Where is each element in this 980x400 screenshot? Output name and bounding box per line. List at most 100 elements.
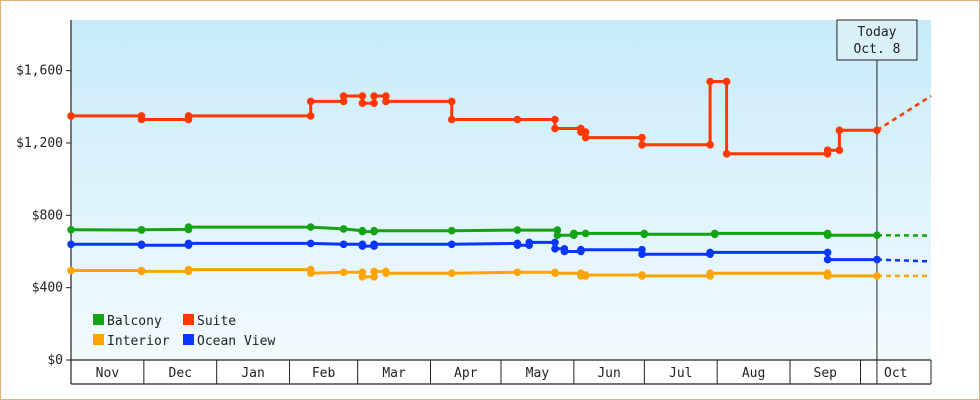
series-suite [67,77,932,158]
data-point-suite [551,124,559,133]
today-box [836,19,918,61]
data-point-balcony [513,226,522,234]
data-point-interior [873,272,881,280]
data-point-balcony [306,223,315,231]
x-tick-label-jul: Jul [669,366,692,381]
data-point-balcony [358,227,367,236]
x-tick-label-nov: Nov [96,366,120,381]
data-point-suite [370,99,378,107]
x-tick-label-oct: Oct [884,366,907,381]
series-interior [67,265,931,281]
data-point-ocean-view [513,241,522,249]
data-point-suite [447,97,456,106]
data-point-balcony [823,231,832,239]
data-point-interior [184,265,193,274]
data-point-suite [358,92,367,100]
data-point-suite [306,112,315,120]
data-point-ocean-view [358,242,367,250]
data-point-balcony [873,231,881,239]
data-point-interior [706,269,714,278]
series-balcony [67,223,932,239]
data-point-suite [382,92,390,100]
y-tick-label: $1,200 [16,136,63,151]
data-point-balcony [339,225,348,233]
data-point-suite [370,92,378,100]
data-point-ocean-view [638,250,646,258]
data-point-suite [67,112,75,120]
data-point-balcony [570,229,578,238]
data-point-balcony [184,223,193,231]
legend-label-interior: Interior [107,334,170,349]
data-point-interior [67,266,75,275]
y-tick-label: $0 [47,353,63,368]
legend-swatch-suite [183,314,194,325]
series-ocean-view [67,238,932,264]
series-projection-suite [876,94,932,132]
data-point-suite [873,126,881,135]
data-point-suite [339,92,348,100]
today-marker: Today Oct. 8 [836,19,918,384]
data-point-suite [581,128,590,136]
data-point-balcony [67,226,75,234]
y-tick-label: $800 [32,208,63,223]
data-point-balcony [581,229,590,238]
y-axis: $0 $400 $800 $1,200 $1,600 [16,20,72,384]
data-point-interior [370,267,378,276]
data-point-suite [447,115,456,124]
data-point-suite [184,112,193,120]
data-point-suite [638,133,646,142]
data-point-interior [823,272,832,280]
today-date: Oct. 8 [853,42,900,57]
data-point-ocean-view [551,245,559,253]
data-point-interior [382,269,390,278]
data-point-ocean-view [370,240,378,249]
data-point-balcony [553,231,562,239]
data-point-suite [706,141,714,149]
x-tick-label-feb: Feb [312,366,336,381]
data-point-suite [339,97,348,106]
data-point-ocean-view [823,255,832,264]
x-tick-label-jan: Jan [241,366,264,381]
data-point-ocean-view [706,248,714,257]
data-point-ocean-view [447,240,456,249]
data-point-ocean-view [823,248,832,257]
data-point-suite [835,146,844,154]
data-point-ocean-view [551,238,559,247]
data-point-suite [358,99,367,107]
data-point-interior [358,273,367,281]
data-point-interior [513,268,522,277]
x-tick-label-aug: Aug [742,366,765,381]
data-point-ocean-view [339,240,348,249]
data-point-ocean-view [560,247,569,256]
data-point-suite [706,77,714,86]
legend-label-suite: Suite [197,314,236,329]
legend-label-balcony: Balcony [107,314,162,329]
x-tick-label-dec: Dec [169,366,192,381]
data-point-interior [370,273,378,281]
data-point-suite [823,146,832,154]
data-point-suite [638,141,646,149]
data-point-suite [551,115,559,124]
data-point-suite [722,77,731,86]
legend-swatch-ocean-view [183,334,194,345]
y-tick-label: $400 [32,281,63,296]
data-point-suite [306,97,315,106]
plot-background [71,20,931,360]
data-point-ocean-view [525,238,533,247]
data-point-interior [137,267,146,276]
data-point-suite [581,133,590,142]
legend: Balcony Suite Interior Ocean View [93,314,275,349]
x-tick-label-jun: Jun [597,366,620,381]
data-point-ocean-view [577,245,585,254]
data-point-balcony [370,226,378,235]
x-tick-label-mar: Mar [382,366,406,381]
data-point-suite [137,115,146,124]
data-point-ocean-view [873,255,881,264]
legend-swatch-interior [93,334,104,345]
data-point-ocean-view [306,239,315,248]
data-point-interior [581,271,590,279]
data-point-interior [551,269,559,278]
series-projection-ocean-view [876,258,932,263]
data-point-interior [339,268,348,277]
